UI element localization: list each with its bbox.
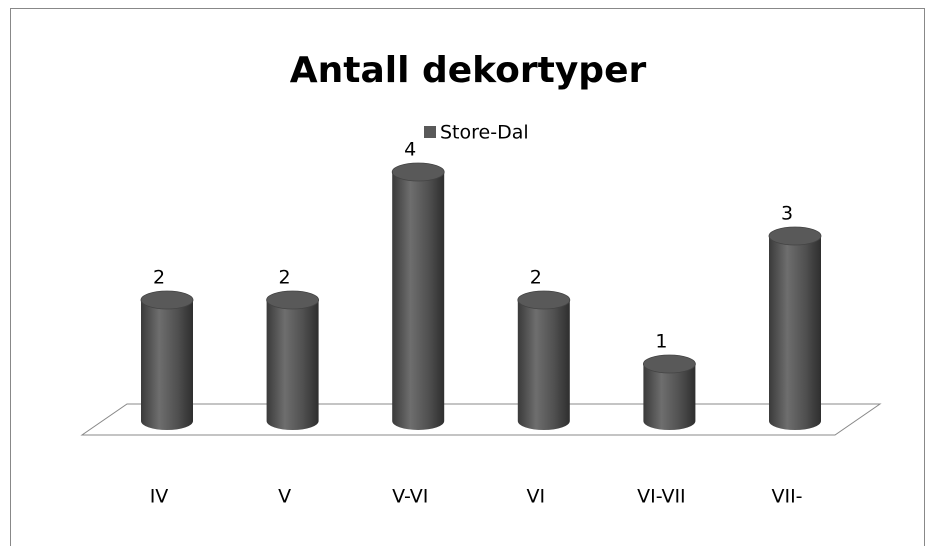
data-label: 2 (279, 267, 291, 289)
floor (80, 403, 882, 436)
chart-title: Antall dekortyper (290, 50, 647, 91)
cylinder-body (517, 300, 570, 430)
cylinder-top (391, 162, 445, 182)
x-tick-label: VII- (771, 486, 802, 508)
cylinder-body (141, 300, 193, 430)
cylinder-body (643, 364, 696, 430)
data-label: 3 (781, 203, 793, 225)
x-tick-label: IV (150, 486, 169, 508)
cylinder-body (266, 300, 319, 430)
legend-label: Store-Dal (440, 122, 529, 144)
x-tick-label: V (278, 486, 291, 508)
cylinder (768, 226, 822, 430)
data-label: 2 (530, 267, 542, 289)
data-label: 1 (655, 331, 667, 353)
cylinder-top (768, 226, 822, 246)
legend-swatch (424, 126, 436, 138)
data-label: 2 (153, 267, 165, 289)
x-tick-label: VI (526, 486, 545, 508)
cylinder (266, 290, 320, 430)
x-tick-label: V-VI (392, 486, 428, 508)
cylinder-top (140, 290, 194, 310)
data-label: 4 (404, 139, 416, 161)
cylinder-top (517, 290, 571, 310)
cylinder-body (769, 236, 821, 430)
cylinder (517, 290, 571, 430)
cylinder-top (266, 290, 320, 310)
legend: Store-Dal (424, 122, 529, 144)
cylinder-body (392, 172, 445, 430)
cylinder (140, 290, 194, 430)
cylinder (391, 162, 445, 430)
x-tick-label: VI-VII (637, 486, 686, 508)
cylinder (643, 354, 696, 430)
cylinder-top (643, 354, 696, 374)
